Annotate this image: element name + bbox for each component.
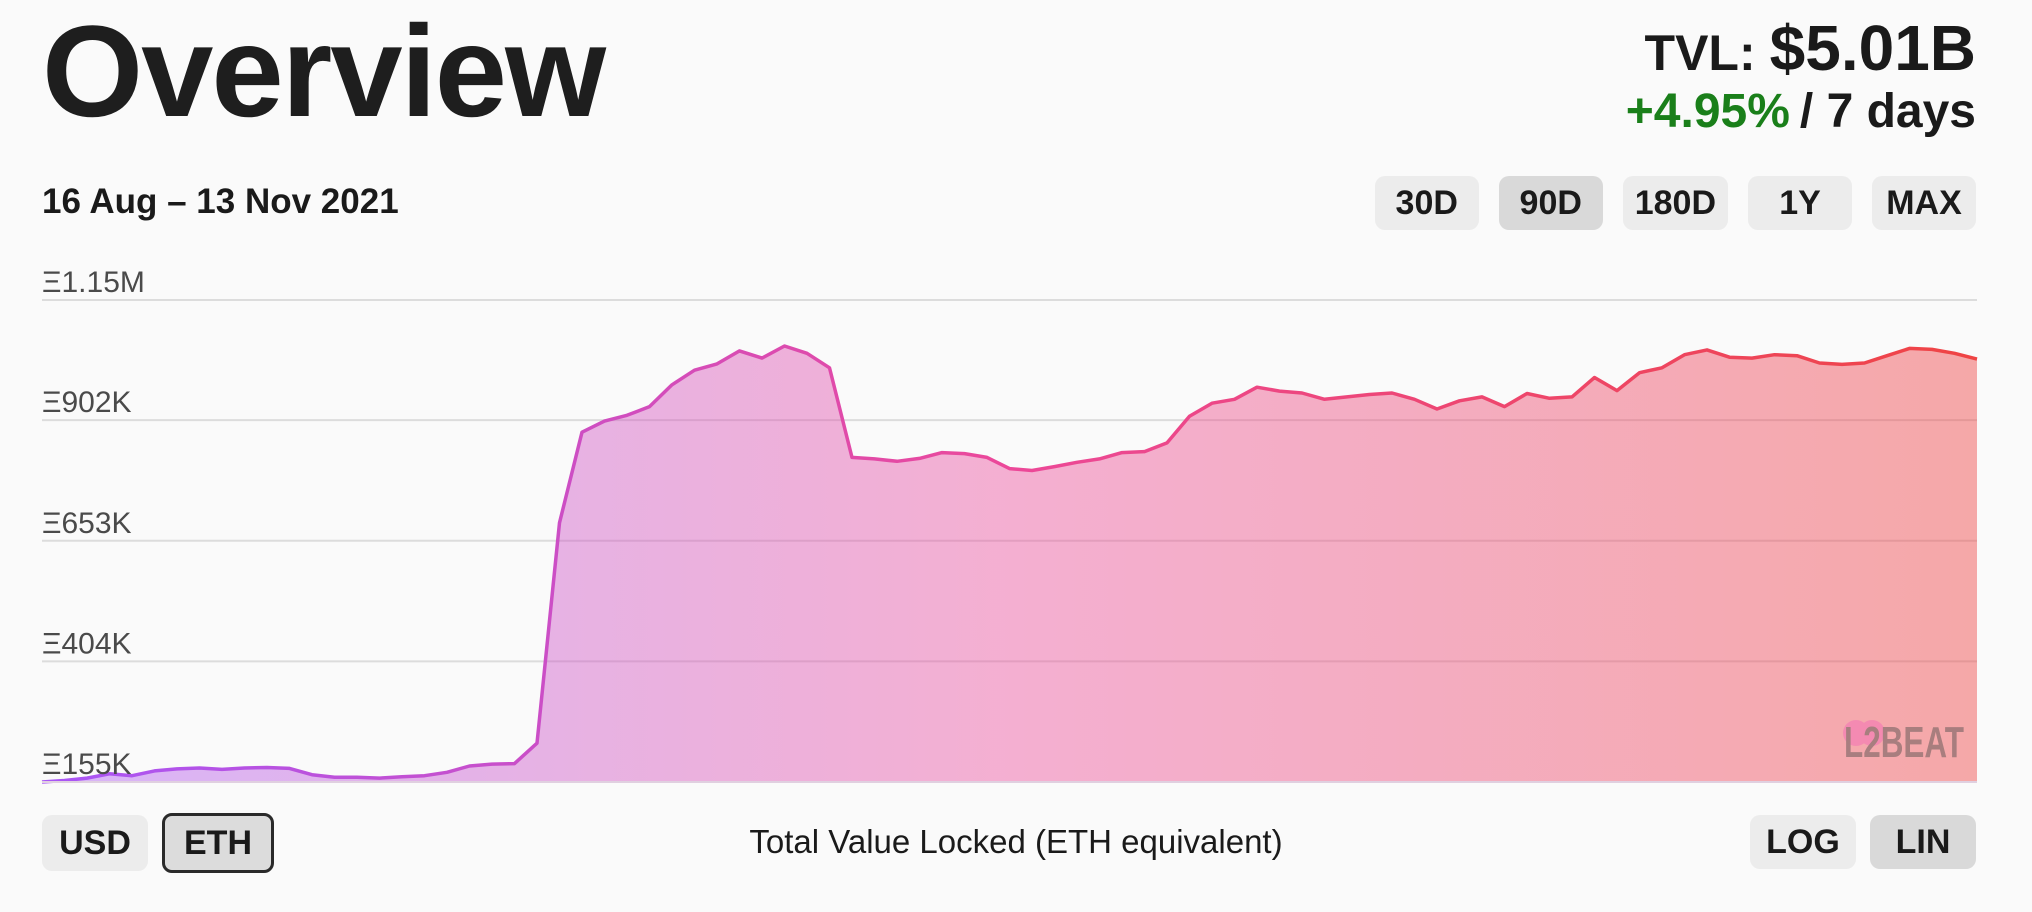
range-selector: 30D 90D 180D 1Y MAX — [1374, 176, 1976, 230]
heart-icon-right — [1859, 720, 1885, 746]
date-range: 16 Aug – 13 Nov 2021 — [42, 182, 399, 221]
tvl-area-fill — [42, 346, 1977, 782]
range-30d-button[interactable]: 30D — [1374, 176, 1479, 230]
lin-scale-button[interactable]: LIN — [1870, 815, 1976, 869]
l2beat-watermark: L2BEAT — [1843, 718, 1964, 767]
eth-button[interactable]: ETH — [162, 813, 274, 873]
range-180d-button[interactable]: 180D — [1622, 176, 1728, 230]
watermark-text: L2BEAT — [1844, 718, 1964, 767]
tvl-series-line — [41, 344, 1978, 784]
y-tick-label: Ξ653K — [42, 507, 132, 540]
tvl-summary: TVL: $5.01B +4.95% / 7 days — [1626, 16, 1976, 136]
log-scale-button[interactable]: LOG — [1750, 815, 1856, 869]
tvl-chart: Ξ155K Ξ404K Ξ653K Ξ902K Ξ1.15M L2BEAT — [41, 266, 1978, 784]
y-tick-label: Ξ1.15M — [42, 266, 145, 299]
currency-selector: USD ETH — [42, 813, 274, 873]
y-tick-label: Ξ155K — [42, 748, 132, 781]
chart-caption: Total Value Locked (ETH equivalent) — [749, 823, 1283, 860]
tvl-value: $5.01B — [1769, 12, 1976, 84]
usd-button[interactable]: USD — [42, 815, 148, 871]
range-max-button[interactable]: MAX — [1872, 176, 1976, 230]
range-90d-button[interactable]: 90D — [1498, 176, 1603, 230]
range-1y-button[interactable]: 1Y — [1748, 176, 1852, 230]
y-tick-label: Ξ404K — [42, 627, 132, 660]
tvl-change-period: / 7 days — [1799, 85, 1976, 138]
y-tick-label: Ξ902K — [42, 386, 132, 419]
scale-selector: LOG LIN — [1750, 815, 1976, 869]
page-title: Overview — [42, 0, 606, 144]
tvl-change-percent: +4.95% — [1625, 85, 1790, 138]
tvl-label: TVL: — [1644, 25, 1756, 81]
